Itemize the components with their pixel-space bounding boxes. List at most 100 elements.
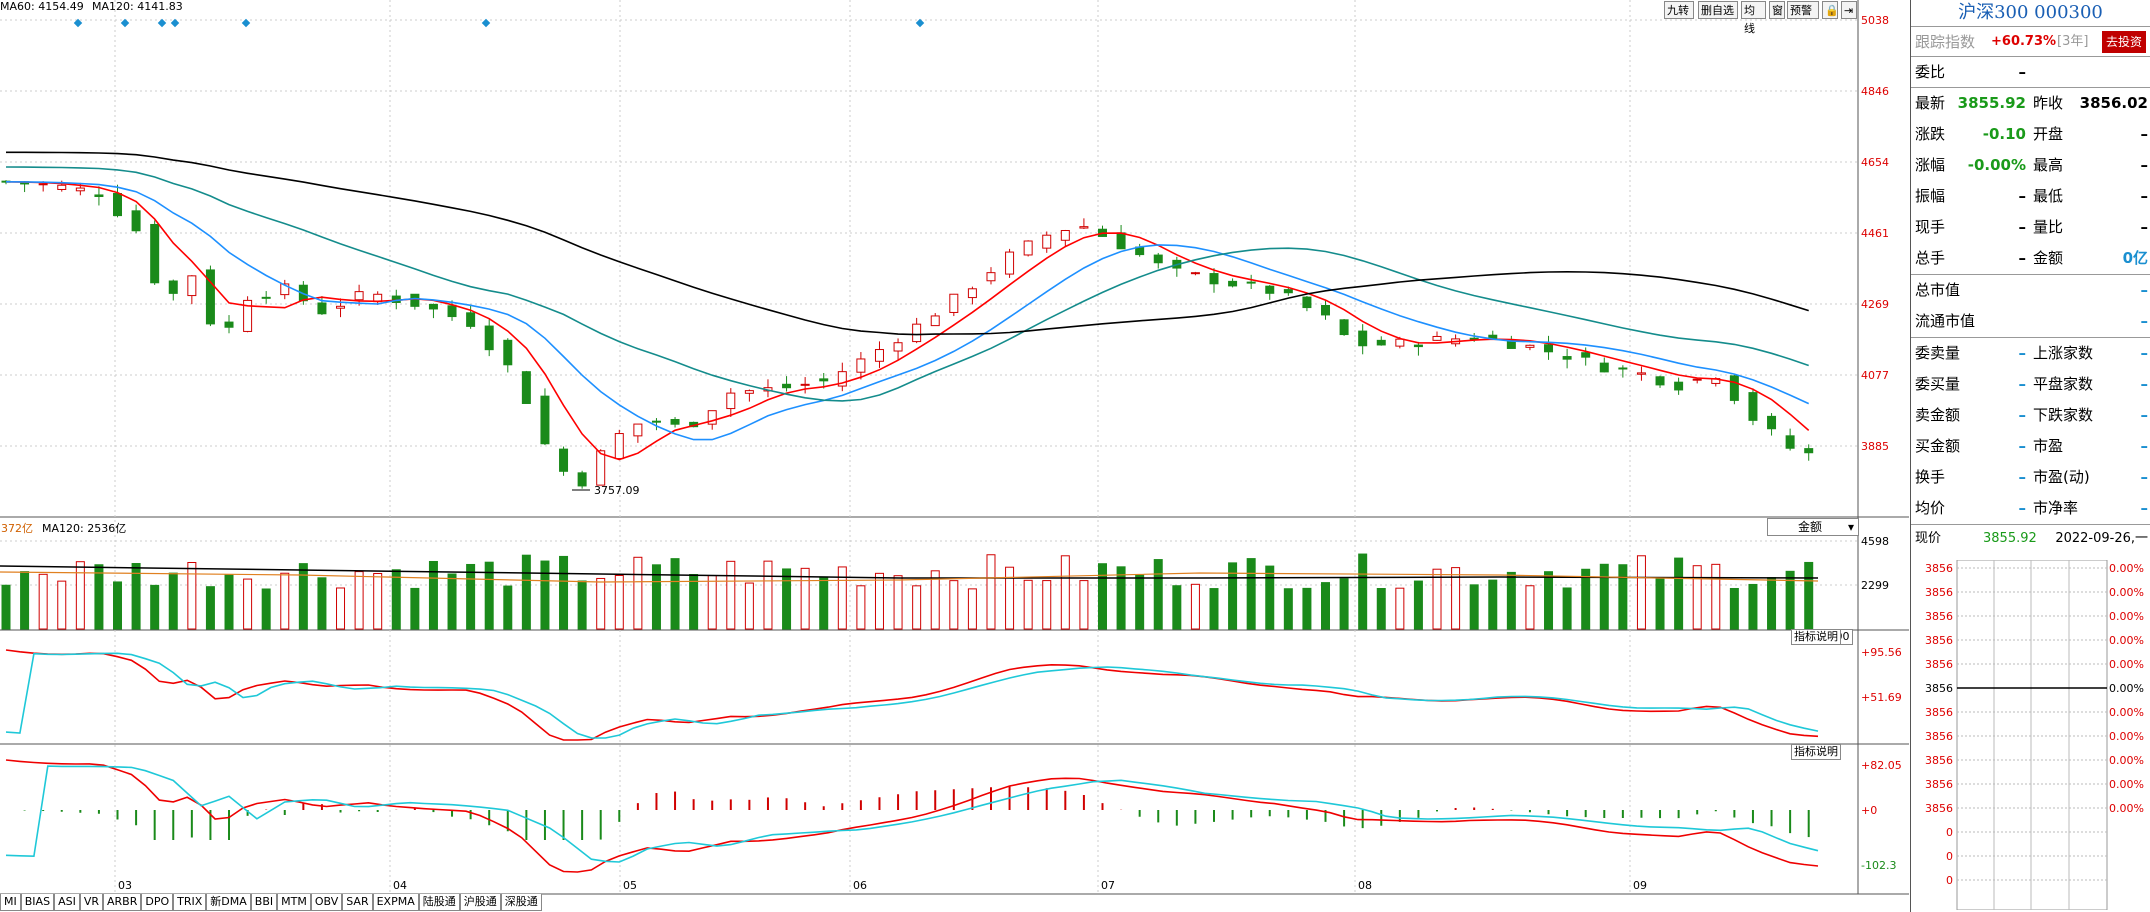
volume-type-dropdown[interactable]: 金额 ▾	[1767, 518, 1859, 536]
candle-body	[38, 183, 48, 186]
mini-price-label: 3856	[1925, 586, 1953, 599]
candle-body	[651, 420, 661, 423]
volume-bar	[298, 563, 308, 630]
volume-bar	[1562, 587, 1572, 630]
kline-chart[interactable]: 5038 4846 4654 4461 4269 4077 3885 03 04 05 06 07 08…	[0, 0, 1910, 912]
market-label2: 市净率	[2033, 499, 2079, 517]
quote-label2: 最高	[2033, 156, 2064, 174]
indicator2-line-slow	[5, 765, 1819, 863]
candle-body	[912, 323, 922, 343]
quote-label2: 开盘	[2033, 125, 2064, 143]
candle-body	[205, 269, 215, 325]
mini-price-label: 0	[1946, 874, 1953, 887]
mini-price-label: 3856	[1925, 754, 1953, 767]
indicator-help-button-2[interactable]: 指标说明	[1791, 744, 1841, 760]
toolbar-button-0[interactable]: 九转	[1664, 1, 1694, 19]
market-label2: 平盘家数	[2033, 375, 2094, 393]
market-value: –	[2018, 468, 2027, 486]
toolbar-button-4[interactable]: 预警	[1787, 1, 1819, 19]
tab-EXPMA[interactable]: EXPMA	[372, 894, 419, 911]
total-mcap-row: 总市值 –	[1911, 275, 2150, 306]
quote-label2: 量比	[2033, 218, 2064, 236]
quote-value2: –	[2140, 125, 2149, 143]
mini-pct-label: 0.00%	[2109, 802, 2144, 815]
tab-TRIX[interactable]: TRIX	[173, 894, 207, 911]
volume-bar	[912, 585, 922, 630]
candle-body	[1153, 254, 1163, 264]
mini-pct-label: 0.00%	[2109, 730, 2144, 743]
market-label2: 市盈(动)	[2033, 468, 2090, 486]
tab-BIAS[interactable]: BIAS	[20, 894, 55, 911]
volume-bar	[1544, 571, 1554, 630]
volume-bar	[763, 560, 773, 630]
volume-bar	[614, 574, 624, 630]
volume-tick-label: 2299	[1861, 579, 1889, 592]
indicator-tabs: MI BIAS ASI VR ARBR DPO TRIX 新DMA BBI MTM OBV SAR EX…	[0, 894, 542, 911]
candle-body	[1302, 296, 1312, 309]
tab-新DMA[interactable]: 新DMA	[206, 894, 251, 911]
float-mcap-label: 流通市值	[1915, 312, 1976, 330]
quote-row-5: 总手 – 金额 0亿	[1911, 243, 2150, 274]
tab-DPO[interactable]: DPO	[141, 894, 174, 911]
toolbar-button-5[interactable]: 🔒	[1822, 1, 1839, 19]
volume-bar	[967, 588, 977, 630]
ma120-label: MA120: 4141.83	[92, 0, 183, 13]
weibi-row: 委比 –	[1911, 56, 2150, 87]
market-row-0: 委卖量 – 上涨家数 –	[1911, 338, 2150, 369]
toolbar-button-6[interactable]: ⇥	[1841, 1, 1857, 19]
market-value2: –	[2140, 406, 2149, 424]
candle-body	[1116, 232, 1126, 250]
security-title: 沪深300 000300	[1958, 2, 2103, 23]
tab-沪股通[interactable]: 沪股通	[459, 894, 501, 911]
market-label2: 市盈	[2033, 437, 2064, 455]
candle-body	[1692, 378, 1702, 381]
tab-VR[interactable]: VR	[79, 894, 103, 911]
quote-label: 现手	[1915, 218, 1946, 236]
volume-bar	[521, 554, 531, 630]
tab-MTM[interactable]: MTM	[277, 894, 311, 911]
candle-body	[540, 395, 550, 445]
candle-body	[1562, 356, 1572, 360]
volume-bar	[726, 560, 736, 630]
price-tick-label: 4461	[1861, 227, 1889, 240]
candle-body	[75, 187, 85, 192]
mini-pct-label: 0.00%	[2109, 706, 2144, 719]
tab-ARBR[interactable]: ARBR	[103, 894, 142, 911]
price-tick-label: 4269	[1861, 298, 1889, 311]
float-mcap-value: –	[2140, 312, 2149, 330]
invest-button[interactable]: 去投资	[2101, 31, 2146, 53]
volume-bar	[317, 577, 327, 630]
volume-bar	[113, 581, 123, 630]
candle-body	[1023, 240, 1033, 256]
volume-bar	[391, 569, 401, 630]
indicator2-tick-label: +82.05	[1861, 759, 1902, 772]
candle-body	[466, 312, 476, 327]
tab-MI[interactable]: MI	[0, 894, 21, 911]
tab-ASI[interactable]: ASI	[54, 894, 80, 911]
candle-body	[1042, 234, 1052, 249]
toolbar-button-2[interactable]: 均线	[1741, 1, 1766, 35]
quote-value: –	[2018, 218, 2027, 236]
candle-body	[428, 303, 438, 310]
toolbar-button-3[interactable]: 窗	[1769, 1, 1785, 19]
tab-SAR[interactable]: SAR	[342, 894, 373, 911]
tab-陆股通[interactable]: 陆股通	[418, 894, 460, 911]
volume-bar	[559, 555, 569, 630]
volume-bar	[1302, 587, 1312, 630]
indicator2-line-fast	[5, 759, 1819, 873]
volume-bar	[1283, 588, 1293, 630]
quote-label: 涨跌	[1915, 125, 1946, 143]
toolbar-button-1[interactable]: 删自选	[1698, 1, 1738, 19]
candle-body	[280, 283, 290, 296]
indicator-help-button-1[interactable]: 指标说明	[1791, 629, 1841, 645]
candle-body	[559, 448, 569, 472]
tracking-period: [3年]	[2057, 34, 2089, 49]
volume-bar	[1692, 565, 1702, 630]
volume-bars	[1, 553, 1814, 630]
tab-BBI[interactable]: BBI	[250, 894, 278, 911]
volume-bar	[1655, 577, 1665, 630]
tab-深股通[interactable]: 深股通	[500, 894, 542, 911]
tab-OBV[interactable]: OBV	[310, 894, 343, 911]
volume-ma-line	[0, 571, 1819, 583]
